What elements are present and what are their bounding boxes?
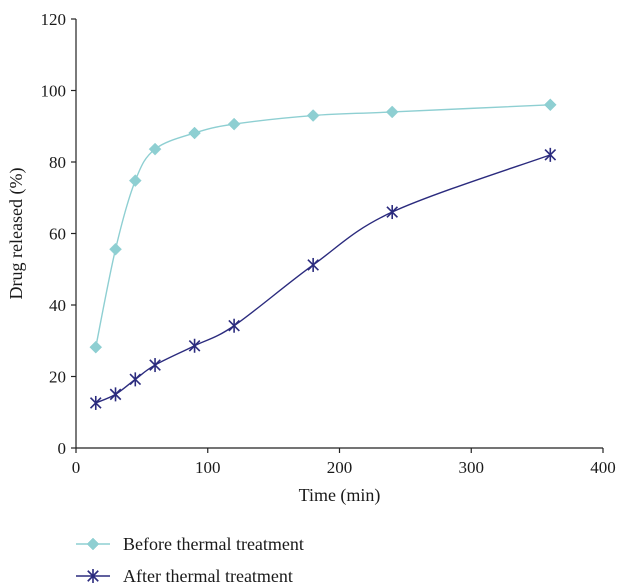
x-tick-label: 0 [72, 458, 81, 477]
axes: 0 20 40 60 80 100 120 0 100 200 300 400 [41, 10, 616, 477]
legend-item-after: After thermal treatment [76, 566, 293, 586]
legend: Before thermal treatment After thermal t… [76, 534, 304, 586]
legend-item-before: Before thermal treatment [76, 534, 304, 554]
data-point-before [109, 242, 122, 256]
y-axis-title: Drug released (%) [6, 168, 27, 300]
y-tick-label: 20 [49, 368, 66, 387]
y-tick-label: 120 [41, 10, 67, 29]
y-tick-label: 0 [58, 439, 67, 458]
data-point-after [386, 205, 399, 220]
data-point-after [149, 358, 161, 373]
y-tick-label: 80 [49, 153, 66, 172]
data-point-after [544, 147, 557, 162]
data-point-after [89, 395, 102, 410]
legend-label-after: After thermal treatment [123, 566, 293, 586]
x-axis-title: Time (min) [299, 485, 381, 506]
data-point-after [228, 318, 240, 333]
series-before [89, 98, 557, 354]
legend-marker [87, 569, 99, 583]
x-tick-label: 200 [327, 458, 353, 477]
y-tick-label: 100 [41, 82, 67, 101]
data-point-before [385, 105, 399, 119]
series-line-after [95, 154, 551, 404]
data-point-before [227, 117, 241, 131]
data-point-after [129, 372, 142, 387]
series-after [89, 147, 557, 410]
y-tick-label: 60 [49, 225, 66, 244]
legend-swatch-after [76, 569, 110, 583]
legend-marker [86, 537, 100, 551]
data-point-after [307, 257, 319, 272]
x-tick-label: 400 [590, 458, 616, 477]
x-tick-label: 100 [195, 458, 221, 477]
data-point-before [188, 126, 201, 140]
legend-label-before: Before thermal treatment [123, 534, 304, 554]
series-line-before [95, 104, 551, 348]
data-point-before [128, 174, 142, 187]
data-point-before [148, 142, 162, 156]
data-point-before [543, 98, 557, 112]
data-point-after [188, 338, 201, 353]
data-point-before [306, 109, 320, 122]
legend-swatch-before [76, 537, 110, 551]
y-tick-label: 40 [49, 296, 66, 315]
data-point-before [89, 340, 103, 354]
x-tick-label: 300 [459, 458, 485, 477]
series-layer [89, 98, 557, 410]
data-point-after [109, 387, 122, 402]
